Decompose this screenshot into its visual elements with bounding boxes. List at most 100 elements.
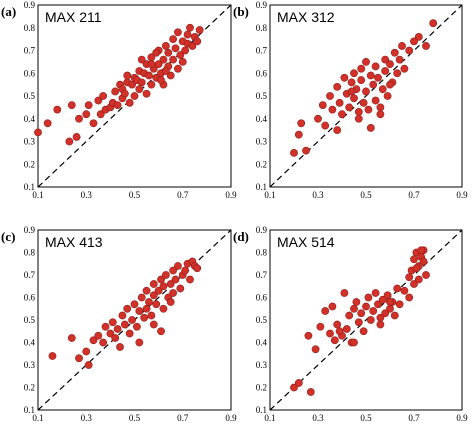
x-tick-label: 0.1	[32, 413, 43, 423]
data-point	[188, 42, 197, 50]
data-point	[381, 55, 390, 64]
data-point	[318, 101, 327, 109]
panel-title: MAX 312	[277, 9, 335, 25]
data-point	[314, 114, 322, 123]
panel-title: MAX 211	[45, 9, 102, 25]
data-point	[290, 383, 298, 392]
data-point	[328, 105, 337, 114]
data-point	[335, 98, 344, 107]
data-point	[374, 300, 382, 309]
data-point	[366, 71, 375, 80]
data-point	[381, 309, 390, 318]
y-tick-label: 0.3	[24, 137, 36, 147]
data-point	[116, 343, 124, 351]
data-point	[345, 103, 354, 112]
data-point	[350, 69, 358, 78]
data-point	[159, 282, 168, 291]
data-point	[106, 329, 115, 338]
data-point	[422, 271, 430, 279]
data-point	[135, 338, 144, 347]
y-tick-label: 0.8	[256, 23, 268, 33]
data-point	[364, 105, 373, 114]
x-tick-label: 0.7	[177, 413, 189, 423]
data-point	[43, 119, 52, 128]
data-point	[142, 89, 151, 98]
x-tick-label: 0.9	[456, 413, 468, 423]
plot-frame	[37, 4, 232, 188]
x-tick-label: 0.1	[32, 190, 43, 200]
y-tick-label: 0.3	[256, 137, 268, 147]
y-tick-label: 0.1	[24, 405, 35, 415]
data-point	[386, 60, 394, 69]
data-point	[164, 48, 173, 57]
data-point	[294, 379, 303, 387]
panel-1: 0.1 0.2 0.3 0.4 0.5 0.6 0.7 0.8 0.9 0.1 0.3 0.5 0.7 0…	[1, 0, 237, 200]
data-point	[354, 114, 363, 123]
y-tick-label: 0.5	[256, 91, 268, 101]
data-point	[395, 55, 404, 64]
data-point	[67, 334, 76, 342]
y-tick-label: 0.4	[256, 338, 268, 348]
data-point	[376, 320, 385, 329]
y-tick-label: 0.8	[256, 248, 268, 258]
data-point	[386, 80, 394, 89]
data-point	[178, 57, 187, 66]
data-point	[381, 67, 390, 75]
data-point	[154, 286, 163, 295]
data-point	[362, 57, 370, 66]
y-tick-label: 0.7	[24, 270, 36, 280]
y-tick-label: 0.9	[24, 225, 36, 235]
data-point	[142, 286, 151, 295]
y-tick-label: 0.5	[24, 91, 36, 101]
y-tick-label: 0.4	[256, 114, 268, 124]
data-point	[108, 318, 117, 327]
data-point	[352, 298, 361, 306]
data-point	[147, 311, 156, 320]
data-point	[147, 60, 156, 69]
panel-letter: (b)	[233, 4, 249, 19]
y-tick-label: 0.7	[256, 270, 268, 280]
data-point	[386, 298, 394, 306]
data-point	[193, 264, 202, 273]
data-point	[328, 302, 337, 311]
y-tick-label: 0.9	[256, 225, 268, 235]
data-point	[350, 338, 358, 347]
y-tick-label: 0.2	[256, 159, 267, 169]
data-point	[169, 266, 177, 275]
y-tick-label: 0.3	[256, 360, 268, 370]
data-point	[410, 280, 418, 288]
data-point	[135, 307, 144, 315]
data-point	[400, 286, 409, 295]
x-tick-label: 0.5	[129, 413, 141, 423]
x-tick-label: 0.7	[408, 190, 420, 200]
y-tick-label: 0.1	[256, 182, 267, 192]
data-point	[161, 271, 170, 279]
data-point	[419, 257, 428, 266]
data-point	[354, 108, 363, 116]
data-point	[157, 76, 165, 84]
data-point	[166, 298, 175, 306]
x-tick-label: 0.1	[264, 190, 275, 200]
data-point	[393, 284, 402, 293]
data-point	[398, 42, 406, 50]
plot-frame	[269, 229, 463, 411]
data-point	[137, 293, 146, 302]
data-point	[369, 307, 378, 315]
y-tick-label: 0.6	[256, 293, 268, 303]
y-tick-label: 0.2	[256, 383, 267, 393]
data-point	[96, 110, 105, 119]
data-point	[304, 331, 313, 340]
data-point	[113, 325, 122, 333]
data-point	[405, 46, 414, 55]
data-point	[359, 327, 368, 336]
y-tick-label: 0.8	[24, 248, 36, 258]
x-tick-label: 0.3	[81, 413, 93, 423]
data-point	[390, 311, 399, 320]
data-point	[123, 304, 132, 313]
data-point	[376, 313, 385, 322]
data-point	[157, 275, 165, 284]
y-tick-label: 0.5	[256, 315, 268, 325]
data-point	[147, 80, 156, 89]
data-point	[142, 304, 151, 313]
data-point	[359, 98, 368, 107]
